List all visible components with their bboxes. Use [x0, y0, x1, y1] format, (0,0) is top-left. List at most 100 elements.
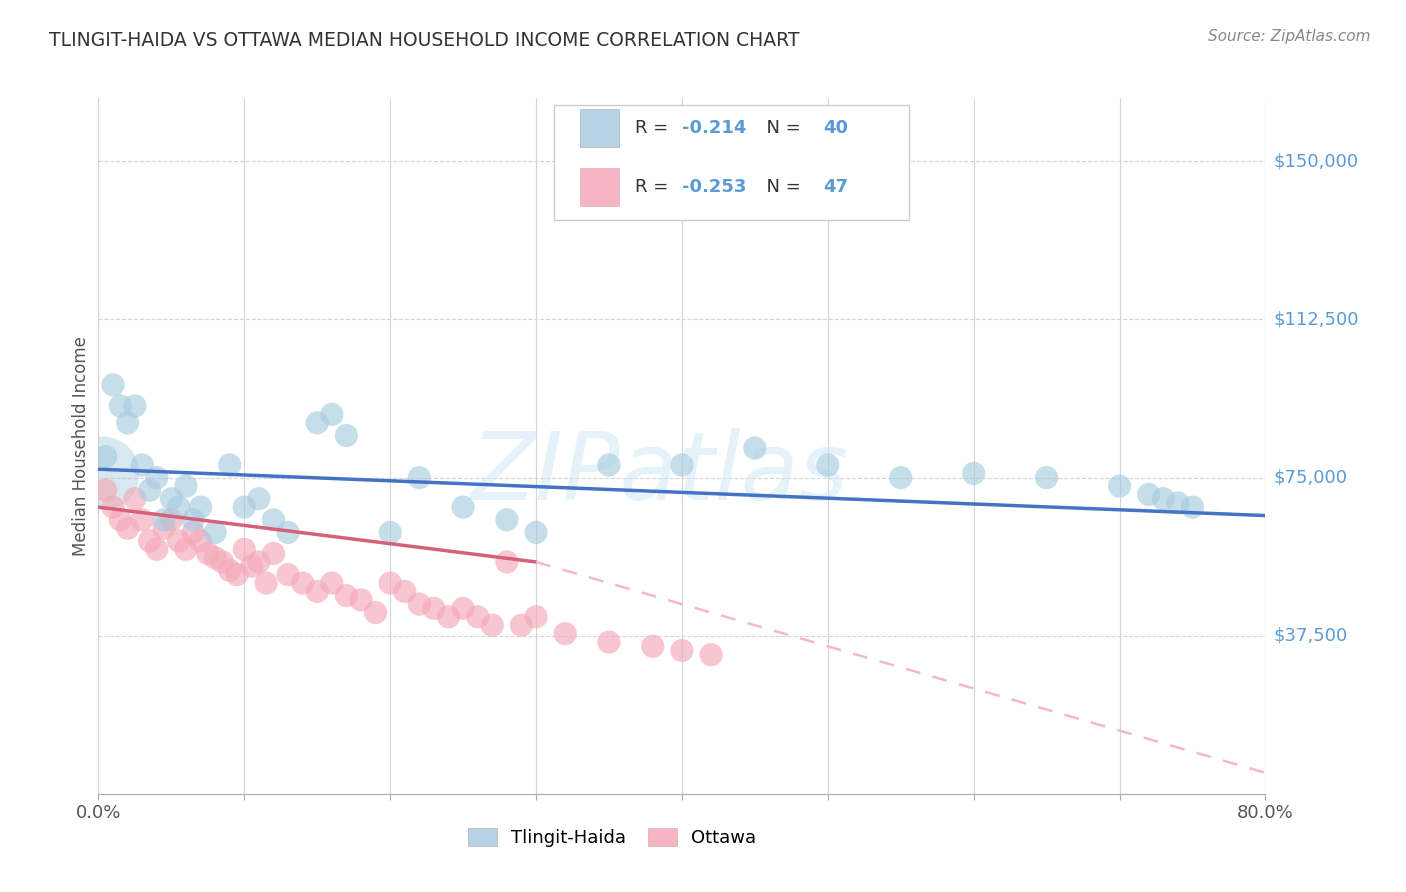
- Point: [451, 601, 474, 615]
- Point: [1181, 500, 1204, 515]
- Point: [160, 513, 183, 527]
- Point: [744, 441, 766, 455]
- Point: [240, 559, 263, 574]
- Point: [110, 513, 132, 527]
- Point: [160, 491, 183, 506]
- Text: N =: N =: [755, 119, 807, 136]
- Point: [277, 567, 299, 582]
- Point: [307, 584, 329, 599]
- Point: [335, 428, 357, 442]
- Point: [671, 643, 693, 657]
- FancyBboxPatch shape: [554, 105, 910, 220]
- Y-axis label: Median Household Income: Median Household Income: [72, 336, 90, 556]
- Point: [1108, 479, 1130, 493]
- Point: [1137, 487, 1160, 501]
- Point: [218, 458, 240, 472]
- Point: [124, 399, 146, 413]
- Text: $150,000: $150,000: [1274, 153, 1358, 170]
- Point: [153, 521, 176, 535]
- Point: [190, 500, 212, 515]
- Point: [364, 606, 387, 620]
- Point: [146, 542, 169, 557]
- Text: N =: N =: [755, 178, 807, 196]
- Point: [146, 470, 169, 484]
- Text: 47: 47: [823, 178, 848, 196]
- Point: [204, 550, 226, 565]
- Point: [233, 500, 256, 515]
- Bar: [581, 168, 619, 206]
- Point: [94, 483, 117, 498]
- Point: [110, 399, 132, 413]
- Point: [254, 576, 277, 591]
- Point: [174, 542, 197, 557]
- Point: [262, 513, 284, 527]
- Point: [218, 563, 240, 577]
- Point: [190, 533, 212, 548]
- Text: 40: 40: [823, 119, 848, 136]
- Point: [247, 555, 270, 569]
- Point: [394, 584, 416, 599]
- Point: [211, 555, 233, 569]
- Point: [510, 618, 533, 632]
- Text: R =: R =: [636, 119, 675, 136]
- Point: [408, 470, 430, 484]
- Point: [467, 609, 489, 624]
- Point: [124, 491, 146, 506]
- Text: -0.253: -0.253: [682, 178, 747, 196]
- Bar: [581, 109, 619, 147]
- Point: [1035, 470, 1057, 484]
- Text: TLINGIT-HAIDA VS OTTAWA MEDIAN HOUSEHOLD INCOME CORRELATION CHART: TLINGIT-HAIDA VS OTTAWA MEDIAN HOUSEHOLD…: [49, 31, 800, 50]
- Point: [598, 458, 620, 472]
- Point: [307, 416, 329, 430]
- Point: [890, 470, 912, 484]
- Point: [138, 533, 160, 548]
- Point: [204, 525, 226, 540]
- Point: [167, 500, 190, 515]
- Point: [197, 547, 219, 561]
- Point: [641, 640, 664, 654]
- Point: [495, 555, 517, 569]
- Point: [233, 542, 256, 557]
- Point: [101, 500, 124, 515]
- Point: [131, 458, 153, 472]
- Point: [131, 513, 153, 527]
- Point: [321, 576, 343, 591]
- Point: [817, 458, 839, 472]
- Point: [94, 450, 117, 464]
- Point: [277, 525, 299, 540]
- Point: [153, 513, 176, 527]
- Point: [1167, 496, 1189, 510]
- Point: [226, 567, 249, 582]
- Point: [598, 635, 620, 649]
- Point: [524, 609, 547, 624]
- Text: R =: R =: [636, 178, 675, 196]
- Point: [291, 576, 314, 591]
- Text: $37,500: $37,500: [1274, 627, 1348, 645]
- Point: [181, 513, 204, 527]
- Point: [350, 593, 373, 607]
- Point: [671, 458, 693, 472]
- Point: [481, 618, 503, 632]
- Point: [247, 491, 270, 506]
- Point: [495, 513, 517, 527]
- Point: [101, 377, 124, 392]
- Point: [962, 467, 984, 481]
- Point: [335, 589, 357, 603]
- Point: [451, 500, 474, 515]
- Legend: Tlingit-Haida, Ottawa: Tlingit-Haida, Ottawa: [460, 822, 763, 855]
- Point: [700, 648, 723, 662]
- Text: Source: ZipAtlas.com: Source: ZipAtlas.com: [1208, 29, 1371, 44]
- Point: [408, 597, 430, 611]
- Text: -0.214: -0.214: [682, 119, 747, 136]
- Point: [117, 521, 139, 535]
- Point: [138, 483, 160, 498]
- Point: [1152, 491, 1174, 506]
- Point: [321, 408, 343, 422]
- Point: [262, 547, 284, 561]
- Point: [378, 525, 402, 540]
- Point: [91, 467, 114, 481]
- Point: [117, 416, 139, 430]
- Point: [181, 525, 204, 540]
- Text: $75,000: $75,000: [1274, 468, 1348, 487]
- Point: [437, 609, 460, 624]
